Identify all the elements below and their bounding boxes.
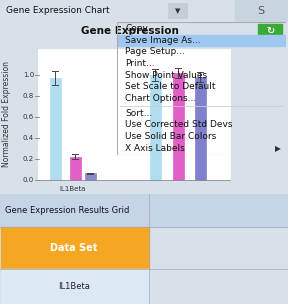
Text: Use Corrected Std Devs: Use Corrected Std Devs	[125, 120, 233, 130]
Text: Print...: Print...	[125, 59, 155, 68]
Text: ▼: ▼	[175, 8, 181, 14]
Text: 1.0: 1.0	[23, 72, 34, 78]
Bar	[1, 269, 149, 304]
Text: IL1Beta: IL1Beta	[60, 186, 86, 192]
Text: ▶: ▶	[274, 143, 281, 153]
Text: ↻: ↻	[266, 26, 274, 36]
Text: Copy: Copy	[125, 24, 148, 33]
Bar	[69, 157, 81, 180]
Text: Set Scale to Default: Set Scale to Default	[125, 82, 216, 91]
Bar	[50, 78, 60, 180]
Bar	[149, 75, 160, 180]
Bar	[173, 73, 183, 180]
Bar	[235, 0, 288, 22]
Bar	[168, 3, 188, 19]
Text: 0.6: 0.6	[23, 114, 34, 120]
Bar	[84, 173, 96, 180]
Bar	[194, 77, 206, 180]
Text: Normalized Fold Expression: Normalized Fold Expression	[3, 61, 12, 167]
Text: X Axis Labels: X Axis Labels	[125, 143, 185, 153]
Bar	[1, 227, 149, 269]
Text: S: S	[257, 6, 265, 16]
Text: Page Setup...: Page Setup...	[125, 47, 185, 57]
Text: Show Point Values: Show Point Values	[125, 71, 207, 80]
Text: 0.8: 0.8	[23, 93, 34, 99]
Bar	[0, 194, 288, 227]
Text: IL1Beta: IL1Beta	[58, 282, 90, 291]
Bar	[38, 49, 230, 180]
Text: Gene Expression: Gene Expression	[81, 26, 179, 36]
Text: 0.0: 0.0	[23, 177, 34, 183]
Text: Sort...: Sort...	[125, 109, 152, 118]
Text: Save Image As...: Save Image As...	[125, 36, 201, 45]
Bar	[258, 24, 282, 39]
Text: Data Set: Data Set	[50, 243, 98, 253]
Text: Use Solid Bar Colors: Use Solid Bar Colors	[125, 132, 216, 141]
Text: Gene Expression Results Grid: Gene Expression Results Grid	[5, 206, 129, 215]
Bar	[118, 35, 285, 46]
Text: Gene Expression Chart: Gene Expression Chart	[6, 6, 110, 16]
Text: 0.2: 0.2	[23, 156, 34, 162]
Text: Chart Options...: Chart Options...	[125, 94, 196, 103]
Text: 0.4: 0.4	[23, 135, 34, 141]
